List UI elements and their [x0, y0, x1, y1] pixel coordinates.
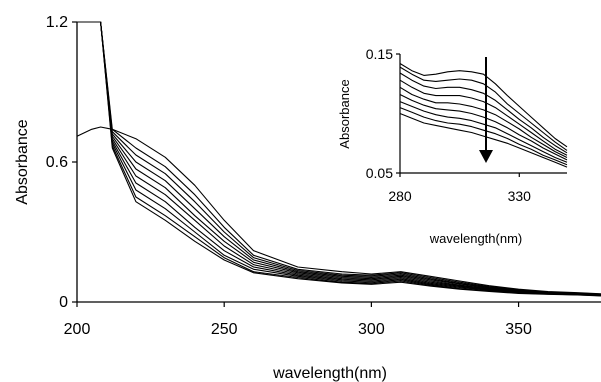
- main-ytick-label: 0: [59, 294, 68, 311]
- inset-series-line-8: [399, 107, 568, 166]
- inset-xtick-label: 330: [508, 188, 532, 204]
- main-series-line-10: [77, 21, 601, 297]
- main-ytick-label: 1.2: [46, 14, 68, 31]
- main-xtick-label: 200: [64, 321, 91, 338]
- main-xtick-label: 250: [211, 321, 238, 338]
- inset-series-line-2: [399, 66, 568, 151]
- inset-series-line-4: [399, 79, 568, 156]
- inset-xlabel: wavelength(nm): [429, 231, 523, 246]
- inset-ytick-label: 0.05: [366, 165, 393, 181]
- main-xtick-label: 300: [358, 321, 385, 338]
- inset-series-line-6: [399, 94, 568, 161]
- inset-xtick-label: 280: [388, 188, 412, 204]
- inset-series-line-9: [399, 112, 568, 168]
- main-xtick-label: 350: [505, 321, 532, 338]
- inset-series-line-5: [399, 86, 568, 158]
- inset-series-line-1: [399, 63, 568, 148]
- inset-ytick-label: 0.15: [366, 46, 393, 62]
- inset-series-line-7: [399, 101, 568, 163]
- main-ytick-label: 0.6: [46, 154, 68, 171]
- inset-ylabel: Absorbance: [337, 79, 352, 148]
- inset-series-line-3: [399, 72, 568, 154]
- main-series-line-1: [76, 126, 601, 295]
- main-ylabel: Absorbance: [14, 119, 31, 204]
- inset-arrow-head: [479, 150, 493, 163]
- main-xlabel: wavelength(nm): [272, 365, 387, 382]
